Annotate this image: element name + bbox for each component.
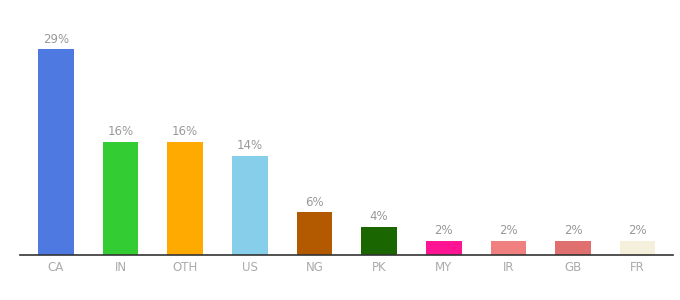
Bar [426, 241, 462, 255]
Text: 2%: 2% [499, 224, 517, 237]
Text: 6%: 6% [305, 196, 324, 209]
Text: 16%: 16% [107, 125, 134, 138]
Bar [103, 142, 138, 255]
Text: 2%: 2% [628, 224, 647, 237]
Text: 16%: 16% [172, 125, 199, 138]
Text: 29%: 29% [43, 33, 69, 46]
Bar [232, 156, 268, 255]
Text: 2%: 2% [435, 224, 453, 237]
Bar [296, 212, 333, 255]
Text: 4%: 4% [370, 210, 388, 223]
Bar [556, 241, 591, 255]
Bar [361, 226, 397, 255]
Bar [490, 241, 526, 255]
Bar [167, 142, 203, 255]
Bar [38, 50, 73, 255]
Text: 2%: 2% [564, 224, 582, 237]
Bar [620, 241, 656, 255]
Text: 14%: 14% [237, 139, 263, 152]
